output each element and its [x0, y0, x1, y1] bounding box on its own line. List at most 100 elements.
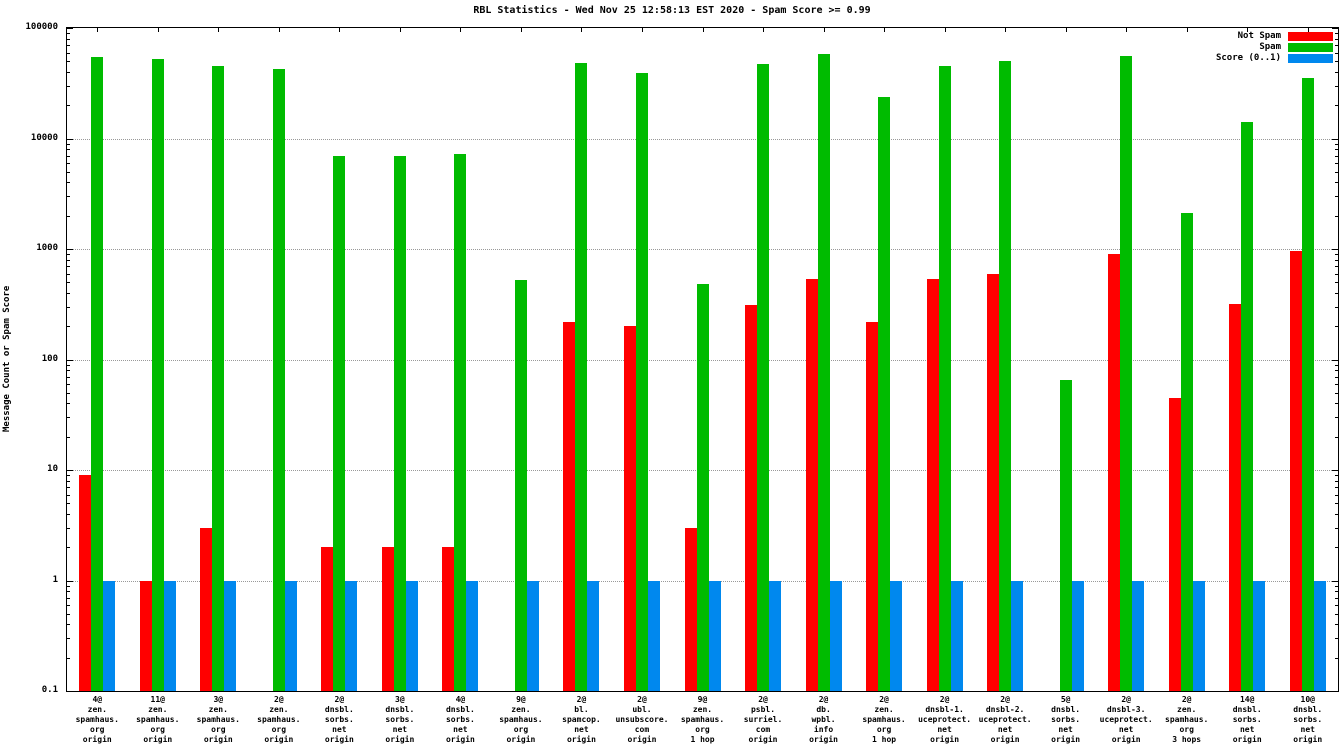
- tick-mark: [1187, 28, 1188, 32]
- tick-mark: [67, 105, 70, 107]
- tick-mark: [67, 149, 70, 151]
- bar-not-spam: [987, 273, 1000, 691]
- tick-mark: [1335, 638, 1338, 640]
- tick-mark: [67, 182, 70, 184]
- x-tick-label: 2@ psbl. surriel. com origin: [743, 695, 783, 744]
- y-tick-label: 10000: [30, 132, 58, 143]
- tick-mark: [1332, 580, 1338, 582]
- tick-mark: [1126, 28, 1127, 32]
- bar-score-0-1-: [1253, 580, 1266, 691]
- tick-mark: [1335, 292, 1338, 294]
- tick-mark: [67, 480, 70, 482]
- y-tick-label: 0.1: [41, 685, 58, 695]
- tick-mark: [67, 547, 70, 549]
- tick-mark: [581, 28, 582, 32]
- tick-mark: [1335, 254, 1338, 256]
- tick-mark: [67, 384, 70, 385]
- bar-not-spam: [563, 321, 576, 691]
- tick-mark: [1335, 547, 1338, 549]
- tick-mark: [1335, 376, 1338, 378]
- y-tick-label: 1000: [36, 243, 58, 253]
- legend-item: Score (0..1): [1216, 53, 1333, 63]
- tick-mark: [521, 28, 522, 32]
- tick-mark: [1335, 613, 1338, 615]
- tick-mark: [97, 28, 98, 32]
- tick-mark: [67, 306, 70, 308]
- bar-score-0-1-: [345, 580, 358, 691]
- tick-mark: [1335, 38, 1338, 40]
- tick-mark: [67, 282, 70, 284]
- bar-not-spam: [745, 305, 758, 691]
- bar-score-0-1-: [1313, 580, 1326, 691]
- tick-mark: [67, 326, 70, 328]
- bar-score-0-1-: [466, 580, 479, 691]
- tick-mark: [67, 370, 70, 372]
- bar-spam: [454, 154, 467, 691]
- tick-mark: [1335, 417, 1338, 419]
- tick-mark: [1335, 480, 1338, 482]
- tick-mark: [1335, 163, 1338, 164]
- bar-score-0-1-: [103, 580, 116, 691]
- bar-spam: [1120, 55, 1133, 691]
- tick-mark: [1335, 624, 1338, 626]
- tick-mark: [1335, 605, 1338, 606]
- tick-mark: [1335, 403, 1338, 405]
- bar-spam: [878, 96, 891, 691]
- tick-mark: [67, 597, 70, 599]
- tick-mark: [1335, 143, 1338, 145]
- bar-not-spam: [200, 527, 213, 691]
- tick-mark: [67, 143, 70, 145]
- bar-not-spam: [684, 527, 697, 691]
- x-tick-label: 9@ zen. spamhaus. org origin: [499, 695, 543, 744]
- x-tick-label: 9@ zen. spamhaus. org 1 hop: [680, 695, 725, 744]
- bar-not-spam: [321, 547, 334, 691]
- tick-mark: [1335, 527, 1338, 529]
- tick-mark: [1308, 28, 1309, 32]
- tick-mark: [67, 513, 70, 515]
- bar-not-spam: [1229, 303, 1242, 691]
- tick-mark: [945, 28, 946, 32]
- tick-mark: [1332, 470, 1338, 471]
- bar-score-0-1-: [284, 580, 297, 691]
- tick-mark: [1335, 85, 1338, 87]
- bar-not-spam: [442, 547, 455, 691]
- tick-mark: [703, 28, 704, 32]
- tick-mark: [67, 28, 73, 29]
- tick-mark: [1335, 149, 1338, 151]
- tick-mark: [1335, 475, 1338, 477]
- x-tick-label: 2@ zen. spamhaus. org 3 hops: [1165, 695, 1209, 744]
- bar-score-0-1-: [405, 580, 418, 691]
- tick-mark: [67, 392, 70, 394]
- tick-mark: [67, 613, 70, 615]
- tick-mark: [1335, 306, 1338, 308]
- x-tick-label: 2@ dnsbl. sorbs. net origin: [324, 695, 354, 744]
- bar-score-0-1-: [163, 580, 176, 691]
- tick-mark: [67, 470, 73, 471]
- tick-mark: [1335, 487, 1338, 489]
- tick-mark: [1005, 28, 1006, 32]
- tick-mark: [67, 249, 73, 250]
- bar-spam: [212, 66, 225, 691]
- bar-not-spam: [1289, 251, 1302, 691]
- tick-mark: [642, 28, 643, 32]
- tick-mark: [1335, 171, 1338, 173]
- tick-mark: [763, 28, 764, 32]
- tick-mark: [1335, 273, 1338, 275]
- x-tick-label: 4@ zen. spamhaus. org origin: [75, 695, 119, 744]
- tick-mark: [824, 28, 825, 32]
- bar-spam: [696, 284, 709, 691]
- tick-mark: [1335, 196, 1338, 198]
- tick-mark: [1335, 52, 1338, 54]
- x-tick-label: 2@ zen. spamhaus. org 1 hop: [862, 695, 906, 744]
- tick-mark: [1335, 392, 1338, 394]
- bar-not-spam: [79, 475, 92, 691]
- bar-spam: [575, 63, 588, 691]
- bar-score-0-1-: [829, 580, 842, 691]
- bar-spam: [1301, 78, 1314, 691]
- tick-mark: [1335, 494, 1338, 496]
- tick-mark: [67, 487, 70, 489]
- legend-item: Not Spam: [1216, 31, 1333, 41]
- tick-mark: [1332, 138, 1338, 140]
- x-tick-label: 11@ zen. spamhaus. org origin: [136, 695, 180, 744]
- tick-mark: [67, 605, 70, 606]
